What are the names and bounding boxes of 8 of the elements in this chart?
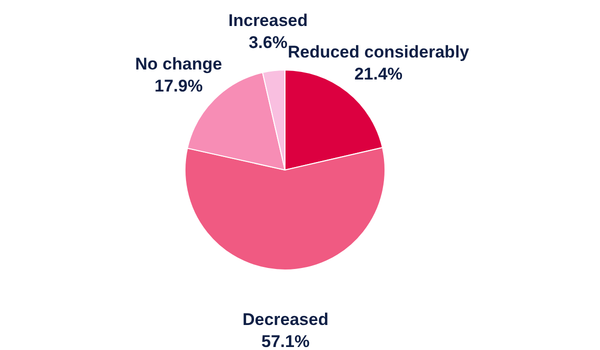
data-label: 3.6%: [248, 32, 288, 52]
slice-label: Reduced considerably: [288, 42, 470, 62]
slice-label: Increased: [228, 10, 308, 30]
data-label: 21.4%: [354, 64, 403, 84]
slice-label: No change: [135, 54, 222, 74]
data-label: 57.1%: [261, 332, 310, 350]
data-label: 17.9%: [154, 76, 203, 96]
slice-label: Decreased: [242, 310, 328, 329]
